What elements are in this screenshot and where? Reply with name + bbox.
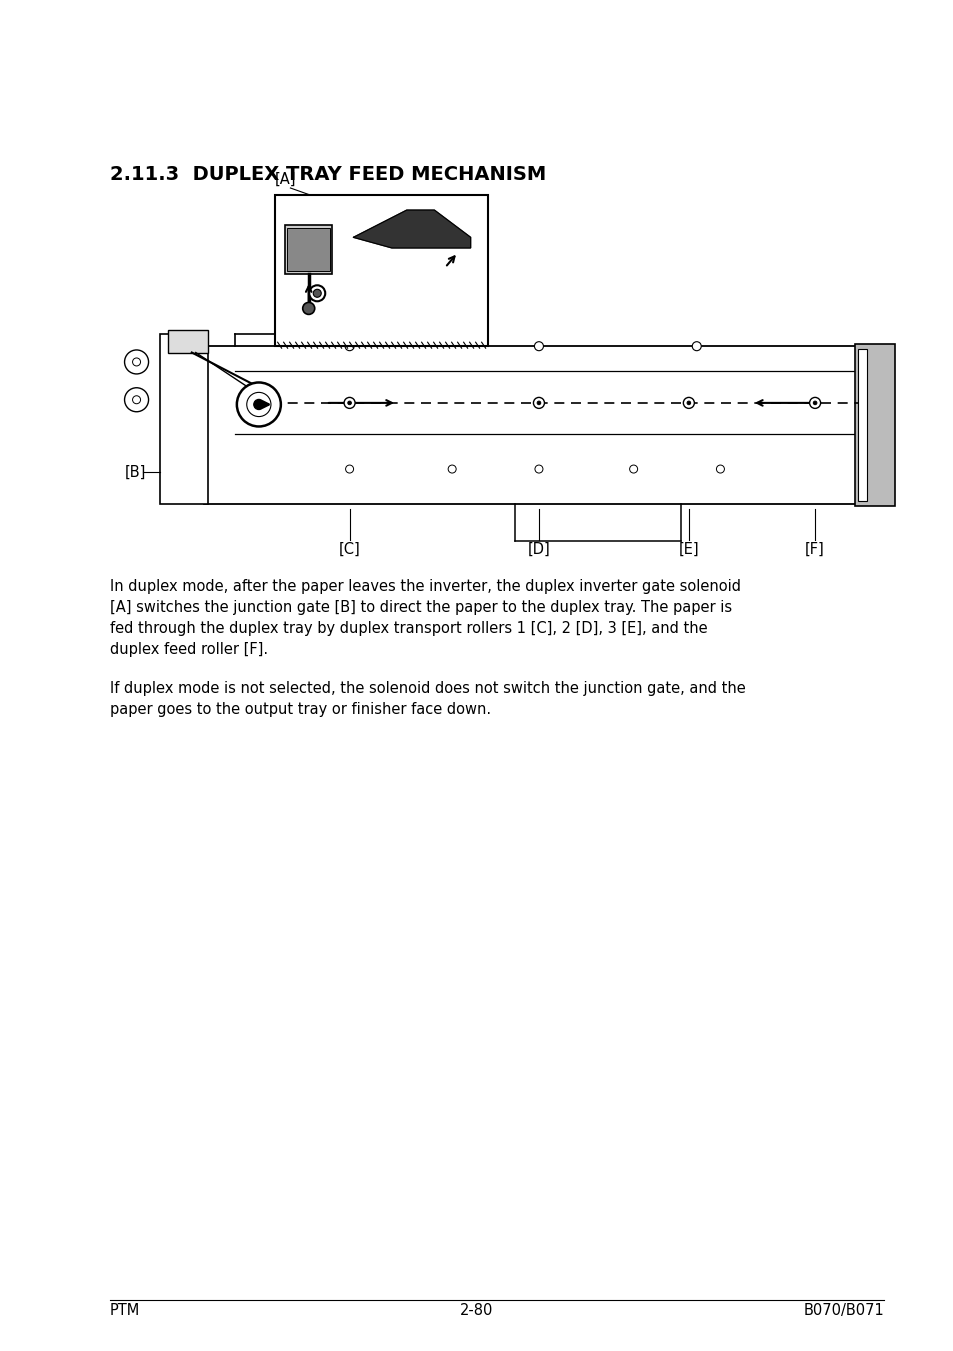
- Circle shape: [253, 400, 264, 409]
- Circle shape: [692, 342, 700, 351]
- Bar: [285, 226, 332, 274]
- Bar: [168, 331, 208, 353]
- Text: B070/B071: B070/B071: [802, 1302, 883, 1319]
- Circle shape: [309, 285, 325, 301]
- Circle shape: [313, 289, 321, 297]
- Circle shape: [448, 465, 456, 473]
- Text: [F]: [F]: [804, 542, 824, 557]
- Circle shape: [302, 303, 314, 315]
- Circle shape: [537, 401, 540, 405]
- Circle shape: [344, 397, 355, 408]
- Text: [D]: [D]: [527, 542, 550, 557]
- Bar: [854, 345, 894, 505]
- Circle shape: [813, 401, 816, 405]
- Circle shape: [348, 401, 351, 405]
- Bar: [160, 334, 208, 504]
- Text: If duplex mode is not selected, the solenoid does not switch the junction gate, : If duplex mode is not selected, the sole…: [110, 681, 745, 716]
- Text: In duplex mode, after the paper leaves the inverter, the duplex inverter gate so: In duplex mode, after the paper leaves t…: [110, 578, 740, 657]
- Text: 2-80: 2-80: [460, 1302, 493, 1319]
- Circle shape: [125, 350, 149, 374]
- Circle shape: [686, 401, 690, 405]
- Circle shape: [132, 396, 140, 404]
- Circle shape: [247, 392, 271, 416]
- Circle shape: [125, 388, 149, 412]
- Circle shape: [629, 465, 637, 473]
- Circle shape: [716, 465, 723, 473]
- Circle shape: [535, 465, 542, 473]
- Circle shape: [534, 342, 543, 351]
- Bar: [857, 349, 865, 501]
- Text: [B]: [B]: [125, 465, 147, 480]
- Bar: [287, 228, 330, 270]
- Polygon shape: [353, 211, 470, 249]
- Circle shape: [533, 397, 544, 408]
- Circle shape: [236, 382, 280, 427]
- Text: [C]: [C]: [338, 542, 360, 557]
- Circle shape: [345, 465, 354, 473]
- Circle shape: [132, 358, 140, 366]
- Text: [E]: [E]: [678, 542, 699, 557]
- Circle shape: [345, 342, 354, 351]
- Circle shape: [809, 397, 820, 408]
- Text: [A]: [A]: [274, 172, 295, 186]
- Circle shape: [682, 397, 694, 408]
- Bar: [274, 195, 487, 346]
- Bar: [203, 346, 893, 504]
- Text: PTM: PTM: [110, 1302, 140, 1319]
- Text: 2.11.3  DUPLEX TRAY FEED MECHANISM: 2.11.3 DUPLEX TRAY FEED MECHANISM: [110, 165, 546, 184]
